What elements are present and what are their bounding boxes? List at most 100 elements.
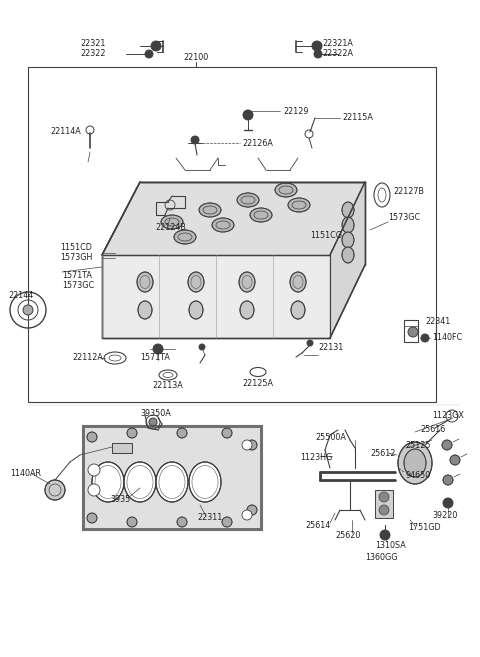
Circle shape (88, 484, 100, 496)
Ellipse shape (342, 202, 354, 218)
Polygon shape (102, 255, 330, 338)
Circle shape (191, 136, 199, 144)
Polygon shape (102, 182, 365, 255)
Text: 1751GD: 1751GD (408, 524, 441, 533)
Text: 1123HG: 1123HG (300, 453, 332, 463)
Text: 22113A: 22113A (152, 382, 183, 390)
Circle shape (443, 475, 453, 485)
Ellipse shape (404, 449, 426, 477)
Ellipse shape (275, 183, 297, 197)
Circle shape (243, 110, 253, 120)
Ellipse shape (199, 203, 221, 217)
Ellipse shape (290, 272, 306, 292)
Ellipse shape (212, 218, 234, 232)
Text: 22321A: 22321A (322, 39, 353, 47)
Ellipse shape (291, 301, 305, 319)
Circle shape (23, 305, 33, 315)
Circle shape (450, 455, 460, 465)
Text: 1310SA: 1310SA (375, 541, 406, 549)
Circle shape (145, 50, 153, 58)
Ellipse shape (288, 198, 310, 212)
Polygon shape (82, 425, 262, 530)
Ellipse shape (239, 272, 255, 292)
Circle shape (127, 428, 137, 438)
Text: 22131: 22131 (318, 344, 343, 353)
Text: 25616: 25616 (420, 426, 445, 434)
Text: 1573GC: 1573GC (62, 281, 94, 290)
Text: 22341: 22341 (425, 317, 450, 327)
Text: 1151CG: 1151CG (310, 231, 342, 240)
Text: 22115A: 22115A (342, 114, 373, 122)
Ellipse shape (250, 208, 272, 222)
Text: 25500A: 25500A (315, 432, 346, 442)
Circle shape (242, 440, 252, 450)
Text: 22129: 22129 (283, 106, 309, 116)
Circle shape (380, 530, 390, 540)
Circle shape (408, 327, 418, 337)
Circle shape (177, 428, 187, 438)
Text: 1140AR: 1140AR (10, 470, 41, 478)
Text: 94650: 94650 (405, 470, 430, 480)
Circle shape (87, 432, 97, 442)
Text: 25614: 25614 (305, 520, 330, 530)
Text: 22144: 22144 (8, 290, 33, 300)
Ellipse shape (342, 232, 354, 248)
Circle shape (312, 41, 322, 51)
Circle shape (379, 492, 389, 502)
Text: 25620: 25620 (335, 530, 360, 539)
Ellipse shape (342, 217, 354, 233)
Text: 22100: 22100 (183, 53, 209, 62)
Circle shape (242, 510, 252, 520)
Text: 22126A: 22126A (242, 139, 273, 148)
Text: 1571TA: 1571TA (62, 271, 92, 279)
Circle shape (222, 428, 232, 438)
Text: 25125: 25125 (405, 442, 431, 451)
Text: 25612: 25612 (370, 449, 396, 457)
Text: 1573GH: 1573GH (60, 254, 92, 263)
Ellipse shape (240, 301, 254, 319)
Ellipse shape (161, 215, 183, 229)
Text: 22321: 22321 (80, 39, 106, 47)
Text: 1151CD: 1151CD (60, 244, 92, 252)
Circle shape (442, 440, 452, 450)
Circle shape (87, 513, 97, 523)
Ellipse shape (188, 272, 204, 292)
Ellipse shape (92, 462, 124, 502)
Circle shape (149, 418, 157, 426)
Ellipse shape (189, 462, 221, 502)
Circle shape (379, 505, 389, 515)
Circle shape (314, 50, 322, 58)
Circle shape (153, 344, 163, 354)
Circle shape (127, 517, 137, 527)
Bar (28, 67, 436, 402)
Circle shape (247, 440, 257, 450)
Ellipse shape (138, 301, 152, 319)
Text: 22124B: 22124B (155, 223, 186, 233)
Bar (375, 490, 393, 518)
Text: 22114A: 22114A (50, 127, 81, 137)
Bar (112, 443, 132, 453)
Text: 22322A: 22322A (322, 49, 353, 58)
Text: 1140FC: 1140FC (432, 332, 462, 342)
Text: 1123GX: 1123GX (432, 411, 464, 420)
Text: 22127B: 22127B (393, 187, 424, 196)
Text: 39350A: 39350A (140, 409, 171, 417)
Circle shape (443, 498, 453, 508)
Text: 39220: 39220 (432, 510, 457, 520)
Text: 22112A: 22112A (72, 353, 103, 363)
Circle shape (88, 464, 100, 476)
Text: 1360GG: 1360GG (365, 553, 397, 562)
Text: 3935: 3935 (110, 495, 130, 505)
Ellipse shape (137, 272, 153, 292)
Circle shape (177, 517, 187, 527)
Circle shape (45, 480, 65, 500)
Circle shape (151, 41, 161, 51)
Bar (404, 320, 418, 342)
Polygon shape (330, 182, 365, 338)
Circle shape (421, 334, 429, 342)
Circle shape (222, 517, 232, 527)
Ellipse shape (342, 247, 354, 263)
Circle shape (199, 344, 205, 350)
Ellipse shape (237, 193, 259, 207)
Ellipse shape (156, 462, 188, 502)
